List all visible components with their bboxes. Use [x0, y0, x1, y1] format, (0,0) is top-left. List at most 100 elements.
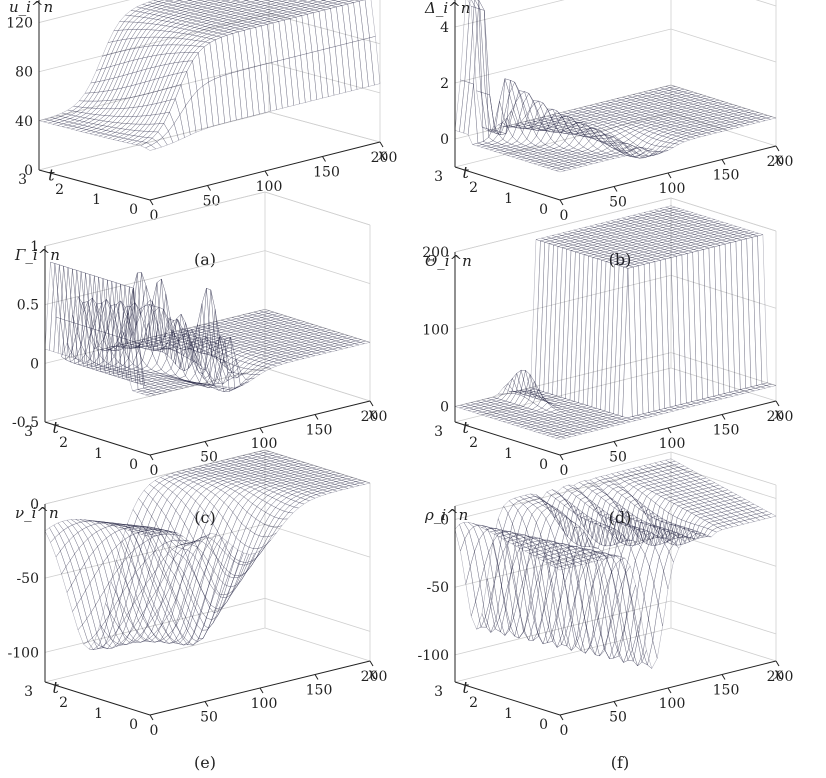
- surface-cell: [343, 336, 353, 339]
- surface-cell: [281, 329, 291, 332]
- surface-cell: [249, 67, 259, 116]
- z-axis-label: Γ_i^n: [14, 246, 60, 264]
- surface-cell: [671, 244, 681, 247]
- surface-cell: [201, 331, 211, 334]
- surface-cell: [589, 107, 599, 110]
- surface-cell: [669, 237, 679, 240]
- surface-cell: [675, 100, 685, 103]
- surface-cell: [228, 6, 238, 9]
- surface-cell: [592, 232, 602, 235]
- surface-cell: [298, 465, 308, 468]
- surface-cell: [219, 350, 229, 354]
- surface-cell: [146, 24, 156, 30]
- surface-cell: [548, 152, 558, 155]
- surface-cell: [522, 408, 532, 411]
- surface-cell: [307, 349, 317, 352]
- surface-cell: [155, 384, 165, 387]
- surface-cell: [531, 423, 541, 426]
- surface-cell: [165, 477, 175, 482]
- surface-cell: [600, 225, 610, 228]
- surface-cell: [584, 229, 594, 232]
- surface-cell: [546, 238, 556, 241]
- surface-cell: [225, 555, 235, 577]
- surface-cell: [635, 115, 645, 118]
- surface-cell: [249, 346, 259, 349]
- surface-cell: [147, 19, 157, 24]
- surface-cell: [133, 390, 143, 393]
- surface-cell: [627, 417, 637, 420]
- surface-cell: [85, 114, 95, 119]
- surface-cell: [144, 387, 154, 390]
- surface-cell: [583, 163, 593, 166]
- surface-cell: [245, 461, 255, 464]
- surface-cell: [607, 144, 617, 152]
- surface-cell: [132, 572, 142, 598]
- surface-cell: [762, 115, 772, 118]
- surface-cell: [691, 229, 701, 232]
- surface-cell: [252, 316, 262, 319]
- surface-cell: [244, 29, 254, 69]
- surface-cell: [338, 475, 348, 478]
- surface-cell: [179, 478, 189, 483]
- surface-cell: [534, 430, 544, 433]
- surface-cell: [727, 237, 737, 240]
- x-tick-mark: [260, 428, 263, 433]
- surface-cell: [560, 414, 570, 417]
- surface-cell: [138, 131, 148, 137]
- surface-cell: [293, 348, 303, 351]
- surface-cell: [290, 319, 300, 322]
- surface-cell: [232, 482, 242, 486]
- panel-caption: (e): [194, 753, 216, 772]
- surface-cell: [738, 114, 748, 117]
- surface-cell: [711, 241, 721, 244]
- surface-cell: [588, 109, 598, 112]
- surface-cell: [736, 240, 746, 390]
- surface-cell: [249, 534, 259, 549]
- surface-cell: [699, 235, 709, 238]
- surface-cell: [568, 245, 578, 248]
- surface-cell: [320, 484, 330, 487]
- surface-cell: [241, 25, 251, 28]
- surface-cell: [552, 420, 562, 423]
- surface-cell: [631, 219, 641, 222]
- surface-cell: [323, 488, 333, 491]
- surface-cell: [665, 88, 675, 91]
- surface-cell: [568, 164, 578, 167]
- surface-cell: [686, 110, 696, 113]
- surface-cell: [487, 145, 497, 148]
- surface-cell: [291, 2, 301, 5]
- surface-cell: [538, 152, 548, 155]
- surface-cell: [164, 384, 174, 387]
- surface-cell: [171, 351, 181, 375]
- surface-cell: [263, 313, 273, 316]
- surface-cell: [674, 407, 684, 410]
- surface-cell: [297, 339, 307, 342]
- surface-cell: [246, 342, 256, 345]
- surface-cell: [657, 255, 667, 258]
- surface-cell: [225, 461, 235, 464]
- x-tick-mark: [315, 415, 318, 420]
- x-axis-label: x: [774, 404, 783, 423]
- surface-cell: [758, 114, 768, 117]
- surface-cell: [693, 130, 703, 133]
- surface-cell: [595, 118, 605, 121]
- surface-cell: [290, 17, 300, 57]
- surface-cell: [133, 136, 143, 141]
- surface-cell: [664, 410, 674, 413]
- surface-cell: [157, 344, 167, 369]
- surface-cell: [342, 479, 352, 482]
- surface-cell: [229, 4, 239, 7]
- surface-cell: [171, 381, 181, 383]
- surface-cell: [641, 232, 651, 235]
- surface-cell: [204, 476, 214, 479]
- surface-cell: [695, 125, 705, 128]
- surface-cell: [224, 2, 234, 5]
- surface-cell: [556, 238, 566, 241]
- surface-cell: [253, 313, 263, 316]
- surface-cell: [588, 429, 598, 432]
- surface-cell: [590, 237, 600, 240]
- surface-cell: [257, 23, 267, 26]
- surface-cell: [713, 103, 723, 106]
- surface-cell: [579, 255, 589, 405]
- surface-cell: [247, 468, 257, 471]
